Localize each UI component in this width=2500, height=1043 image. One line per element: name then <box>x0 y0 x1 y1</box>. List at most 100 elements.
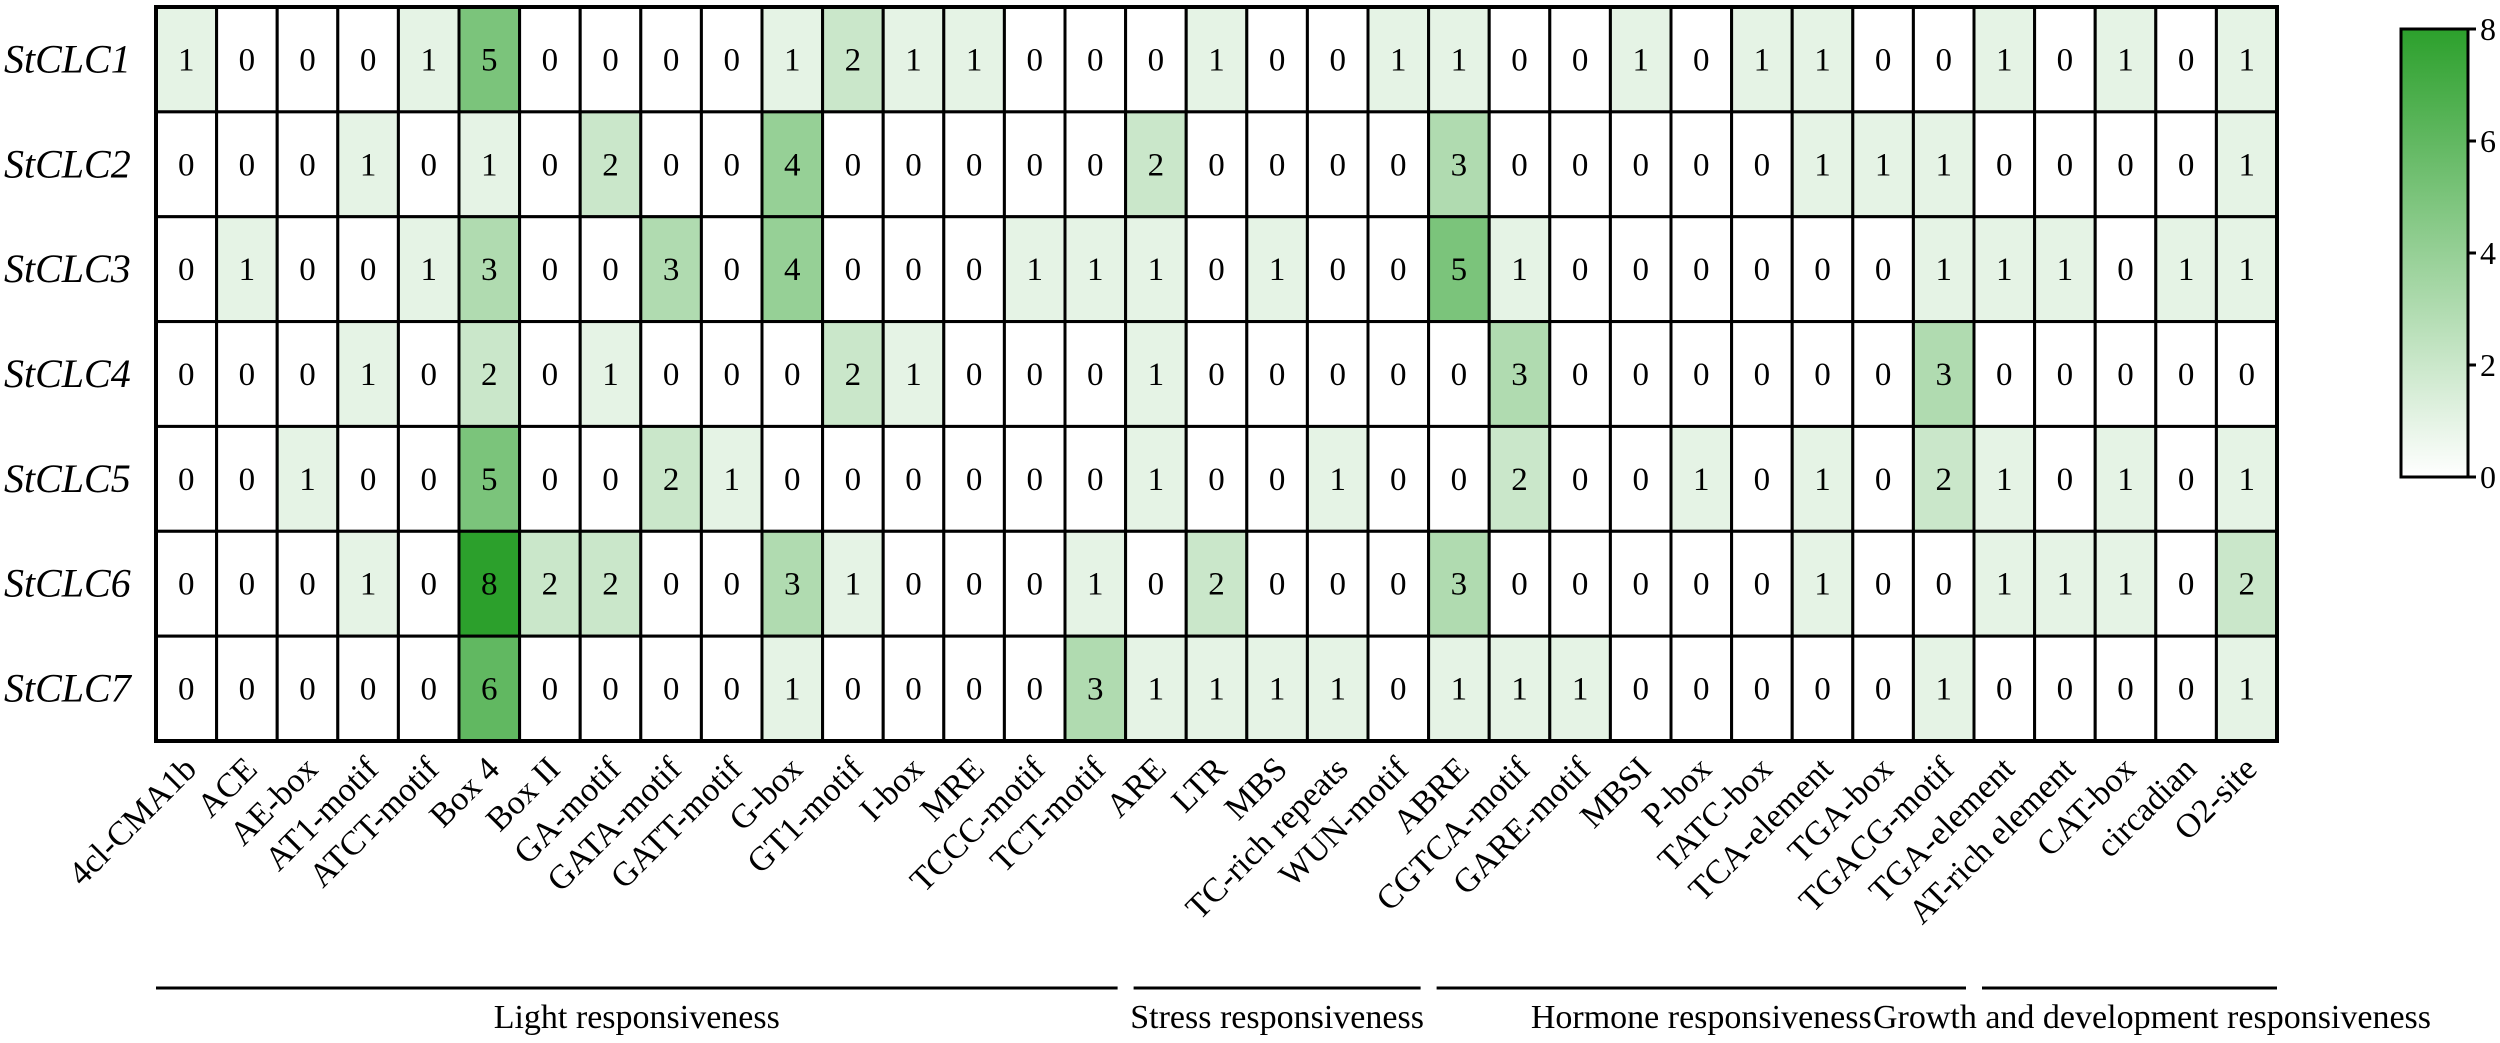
group-label: Growth and development responsiveness <box>1873 999 2431 1036</box>
heatmap-cell <box>457 5 522 114</box>
heatmap-cell <box>881 529 946 638</box>
cell-value-label: 0 <box>360 252 377 288</box>
cell-value-label: 0 <box>239 672 256 708</box>
cell-value-label: 5 <box>481 462 498 498</box>
heatmap-cell <box>699 110 764 219</box>
cell-value-label: 0 <box>178 357 195 393</box>
row-label: StCLC3 <box>4 246 131 291</box>
cell-value-label: 0 <box>1572 357 1589 393</box>
heatmap-cell <box>1427 320 1491 428</box>
cell-value-label: 0 <box>299 252 316 288</box>
heatmap-cell <box>2033 215 2097 324</box>
cell-value-label: 1 <box>1511 672 1528 708</box>
cell-value-label: 0 <box>542 252 559 288</box>
cell-value-label: 1 <box>2057 252 2074 288</box>
cell-value-label: 0 <box>723 672 740 708</box>
group-label: Hormone responsiveness <box>1531 999 1872 1036</box>
cell-value-label: 0 <box>1451 357 1468 393</box>
cell-value-label: 0 <box>2178 147 2195 183</box>
cell-value-label: 1 <box>2238 252 2255 288</box>
cell-value-label: 1 <box>2238 42 2255 78</box>
cell-value-label: 0 <box>1026 672 1043 708</box>
cell-value-label: 0 <box>1208 357 1225 393</box>
cell-value-label: 0 <box>1329 252 1346 288</box>
cell-value-label: 3 <box>1451 147 1468 183</box>
cell-value-label: 0 <box>663 357 680 393</box>
heatmap-cell <box>1427 529 1491 638</box>
heatmap-cell <box>1002 320 1067 428</box>
heatmap-cell <box>1063 320 1128 428</box>
cell-value-label: 0 <box>1632 567 1649 603</box>
cell-value-label: 0 <box>2057 672 2074 708</box>
heatmap-cell <box>2093 110 2158 219</box>
cell-value-label: 0 <box>966 567 983 603</box>
heatmap-cell <box>1063 634 1128 743</box>
heatmap-cell <box>1669 215 1734 324</box>
cell-value-label: 1 <box>1511 252 1528 288</box>
heatmap-cell <box>1851 110 1915 219</box>
cell-value-label: 0 <box>1875 672 1892 708</box>
heatmap-cell <box>699 320 764 428</box>
heatmap-cell <box>518 424 582 533</box>
heatmap-cell <box>942 529 1006 638</box>
heatmap-cell <box>1548 320 1612 428</box>
heatmap-cell <box>518 634 582 743</box>
cell-value-label: 0 <box>1269 462 1286 498</box>
row-label: StCLC4 <box>4 351 131 396</box>
column-label: I-box <box>853 750 931 828</box>
cell-value-label: 1 <box>1693 462 1710 498</box>
heatmap-cell <box>215 110 279 219</box>
cell-value-label: 1 <box>1935 672 1952 708</box>
cell-value-label: 0 <box>1269 42 1286 78</box>
cell-value-label: 0 <box>420 147 437 183</box>
cell-value-label: 0 <box>1572 42 1589 78</box>
heatmap-cell <box>1851 5 1915 114</box>
cell-value-label: 0 <box>2238 357 2255 393</box>
cell-value-label: 3 <box>1935 357 1952 393</box>
heatmap-cell <box>1305 424 1370 533</box>
cell-value-label: 4 <box>784 252 801 288</box>
heatmap-cell <box>336 215 400 324</box>
cell-value-label: 0 <box>1026 567 1043 603</box>
cell-value-label: 1 <box>1269 252 1286 288</box>
cell-value-label: 1 <box>1996 462 2013 498</box>
heatmap-cell <box>1851 215 1915 324</box>
cell-value-label: 0 <box>178 462 195 498</box>
heatmap-cell <box>1730 320 1794 428</box>
cell-value-label: 0 <box>845 252 862 288</box>
cell-value-label: 1 <box>2117 42 2134 78</box>
cell-value-label: 0 <box>1693 567 1710 603</box>
cell-value-label: 0 <box>178 252 195 288</box>
column-label: ARE <box>1099 750 1173 824</box>
cell-value-label: 1 <box>420 42 437 78</box>
heatmap-cell <box>1245 529 1309 638</box>
heatmap-cell <box>1730 634 1794 743</box>
cell-value-label: 1 <box>178 42 195 78</box>
cell-value-label: 0 <box>723 357 740 393</box>
heatmap-border <box>154 5 2279 743</box>
heatmap-cell <box>1730 5 1794 114</box>
cell-value-label: 0 <box>1572 252 1589 288</box>
cell-value-label: 1 <box>1148 462 1165 498</box>
cell-value-label: 1 <box>360 567 377 603</box>
cell-value-label: 0 <box>299 42 316 78</box>
cell-value-label: 0 <box>1269 567 1286 603</box>
heatmap-cell <box>1245 110 1309 219</box>
cell-value-label: 0 <box>1754 147 1771 183</box>
cell-value-label: 4 <box>784 147 801 183</box>
cell-value-label: 0 <box>1754 672 1771 708</box>
cell-value-label: 0 <box>905 462 922 498</box>
heatmap-cell <box>821 529 885 638</box>
cell-value-label: 0 <box>542 147 559 183</box>
cell-value-label: 0 <box>1329 147 1346 183</box>
cell-value-label: 0 <box>1814 252 1831 288</box>
cell-value-label: 2 <box>602 147 619 183</box>
cell-value-label: 1 <box>481 147 498 183</box>
cell-value-label: 1 <box>1087 252 1104 288</box>
cell-value-label: 0 <box>602 462 619 498</box>
cell-value-label: 0 <box>1875 42 1892 78</box>
cell-value-label: 2 <box>542 567 559 603</box>
heatmap-cell <box>396 320 461 428</box>
cell-value-label: 0 <box>2178 672 2195 708</box>
cell-value-label: 1 <box>1329 672 1346 708</box>
